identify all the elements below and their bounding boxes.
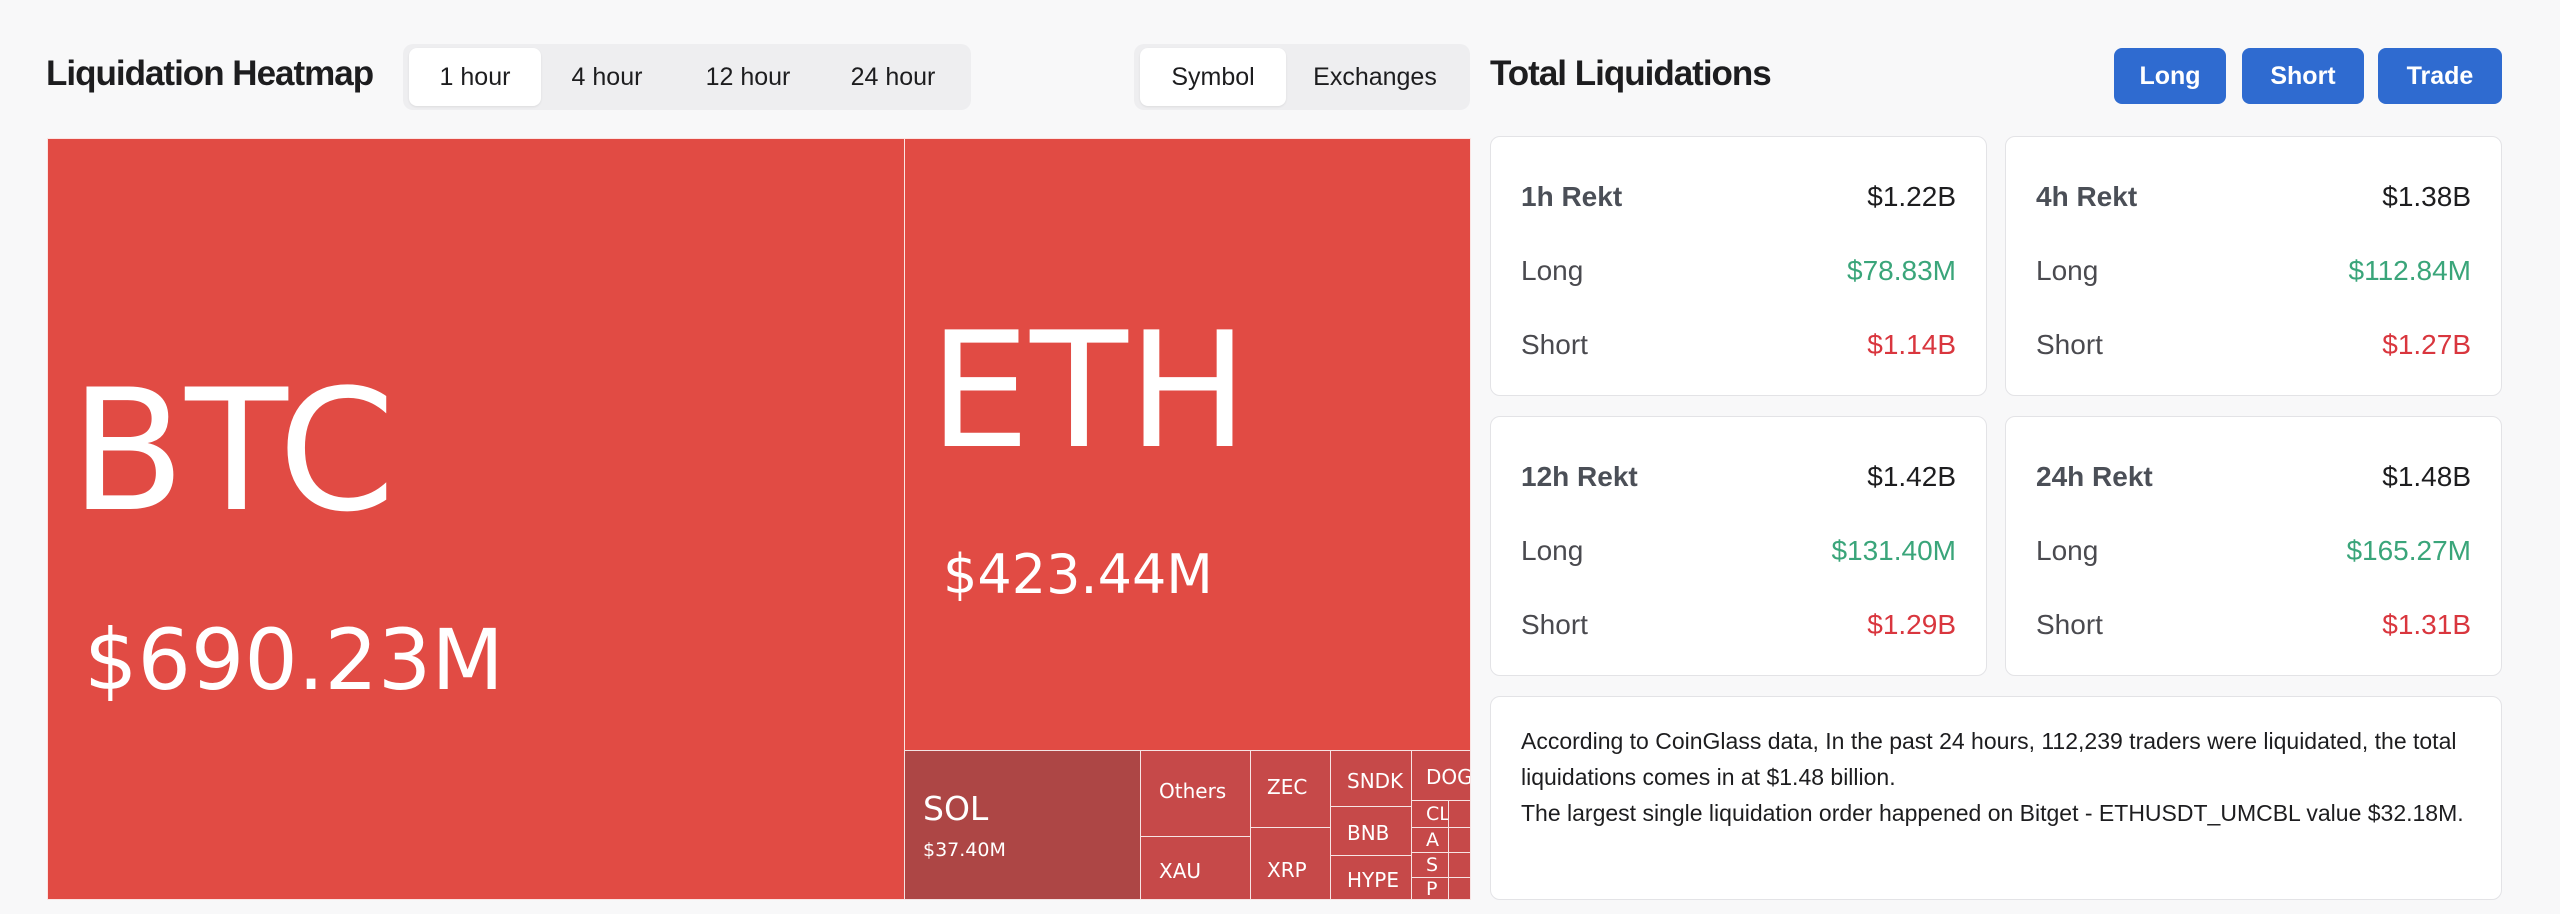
tile-sol[interactable]: SOL $37.40M [904,750,1141,900]
tile-cl-label: CL [1426,803,1449,825]
rekt-total: $1.48B [2382,461,2471,492]
tile-a-label: A [1426,829,1439,851]
long-value: $78.83M [1847,255,1956,286]
rekt-total: $1.38B [2382,181,2471,212]
tab-12-hour[interactable]: 12 hour [705,62,791,91]
tile-doge-label: DOG [1426,765,1471,789]
tile-s-label: S [1426,854,1439,876]
rekt-card-1h: 1h Rekt $1.22B Long $78.83M Short $1.14B [1490,136,1987,396]
rekt-total: $1.22B [1867,181,1956,212]
tile-xrp-label: XRP [1267,858,1307,882]
tile-sndk-label: SNDK [1347,769,1404,793]
tile-hype-label: HYPE [1347,868,1399,892]
short-label: Short [2036,329,2103,360]
rekt-card-label: 12h Rekt [1521,461,1638,492]
tile-small-3[interactable] [1448,852,1471,878]
tile-s[interactable]: S [1411,852,1449,878]
tile-eth-value: $423.44M [943,543,1213,606]
tile-p[interactable]: P [1411,877,1449,900]
short-label: Short [1521,329,1588,360]
long-value: $131.40M [1831,535,1956,566]
tab-symbol[interactable]: Symbol [1140,48,1286,106]
tile-a[interactable]: A [1411,827,1449,853]
long-value: $112.84M [2348,255,2471,286]
tile-sndk[interactable]: SNDK [1330,750,1412,807]
liquidation-summary-text: According to CoinGlass data, In the past… [1521,723,2471,831]
long-label: Long [2036,535,2099,566]
summary-line-2: The largest single liquidation order hap… [1521,800,2464,826]
short-label: Short [2036,609,2103,640]
tile-btc-value: $690.23M [84,611,504,709]
short-button[interactable]: Short [2242,48,2364,104]
tab-exchanges[interactable]: Exchanges [1313,62,1437,91]
tile-cl[interactable]: CL [1411,800,1449,828]
tile-small-1[interactable] [1448,800,1471,828]
tile-small-4[interactable] [1448,877,1471,900]
rekt-card-24h: 24h Rekt $1.48B Long $165.27M Short $1.31B [2005,416,2502,676]
long-value: $165.27M [2346,535,2471,566]
rekt-card-4h: 4h Rekt $1.38B Long $112.84M Short $1.27B [2005,136,2502,396]
tile-btc[interactable]: BTC $690.23M [47,138,905,900]
liquidation-summary-card: According to CoinGlass data, In the past… [1490,696,2502,900]
tile-hype[interactable]: HYPE [1330,855,1412,900]
short-label: Short [1521,609,1588,640]
rekt-card-label: 1h Rekt [1521,181,1623,212]
rekt-card-label: 4h Rekt [2036,181,2138,212]
tile-xau[interactable]: XAU [1140,836,1251,900]
tab-24-hour[interactable]: 24 hour [850,62,936,91]
tile-others[interactable]: Others [1140,750,1251,837]
short-value: $1.29B [1867,609,1956,640]
view-tabs: Symbol Exchanges [1134,44,1470,110]
tab-4-hour[interactable]: 4 hour [571,62,643,91]
long-label: Long [2036,255,2099,286]
tile-sol-symbol: SOL [923,789,989,828]
tile-small-2[interactable] [1448,827,1471,853]
tile-eth-symbol: ETH [929,297,1249,484]
rekt-card-label: 24h Rekt [2036,461,2153,492]
tile-btc-symbol: BTC [70,353,396,549]
tile-bnb-label: BNB [1347,821,1390,845]
heatmap-title: Liquidation Heatmap [46,54,374,93]
tile-zec-label: ZEC [1267,775,1308,799]
trade-button[interactable]: Trade [2378,48,2502,104]
rekt-total: $1.42B [1867,461,1956,492]
tile-sol-value: $37.40M [923,839,1006,861]
total-liquidations-title: Total Liquidations [1490,54,1772,93]
long-label: Long [1521,535,1584,566]
summary-line-1: According to CoinGlass data, In the past… [1521,728,2457,790]
rekt-card-12h: 12h Rekt $1.42B Long $131.40M Short $1.29B [1490,416,1987,676]
time-range-tabs: 1 hour 4 hour 12 hour 24 hour [403,44,971,110]
tile-xau-label: XAU [1159,859,1202,883]
tile-xrp[interactable]: XRP [1250,827,1331,900]
tab-1-hour[interactable]: 1 hour [409,48,541,106]
tile-bnb[interactable]: BNB [1330,806,1412,856]
tile-doge[interactable]: DOG [1411,750,1471,801]
liquidation-heatmap: BTC $690.23M ETH $423.44M SOL $37.40M Ot… [47,138,1471,900]
short-value: $1.31B [2382,609,2471,640]
short-value: $1.27B [2382,329,2471,360]
tile-others-label: Others [1159,779,1227,803]
long-button[interactable]: Long [2114,48,2226,104]
long-label: Long [1521,255,1584,286]
tile-zec[interactable]: ZEC [1250,750,1331,828]
tile-eth[interactable]: ETH $423.44M [904,138,1471,751]
short-value: $1.14B [1867,329,1956,360]
tile-p-label: P [1426,878,1438,900]
